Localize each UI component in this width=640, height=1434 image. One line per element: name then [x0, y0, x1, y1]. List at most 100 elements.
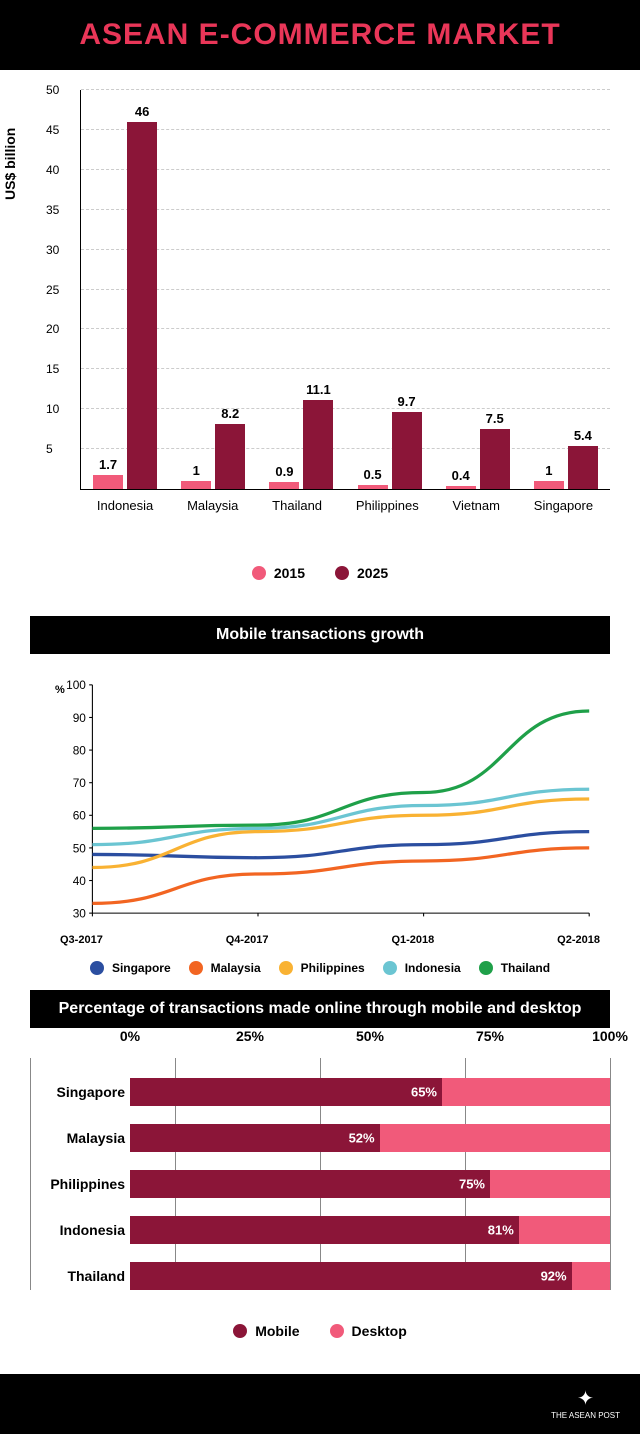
svg-text:70: 70	[73, 776, 87, 790]
svg-text:100: 100	[66, 678, 86, 692]
bar-group: 15.4	[534, 90, 598, 489]
hbar-label: Malaysia	[30, 1130, 125, 1146]
hbar-row: Philippines75%	[130, 1170, 610, 1198]
legend-item: Philippines	[279, 961, 365, 975]
hbar-legend: Mobile Desktop	[30, 1308, 610, 1354]
legend-item: Thailand	[479, 961, 550, 975]
svg-text:60: 60	[73, 809, 87, 823]
line-chart-title: Mobile transactions growth	[30, 616, 610, 654]
page-title: ASEAN E-COMMERCE MARKET	[0, 18, 640, 52]
svg-text:80: 80	[73, 743, 87, 757]
hbar-desktop-fill	[572, 1262, 610, 1290]
hbar-pct-label: 52%	[349, 1131, 375, 1146]
bar: 1	[534, 481, 564, 489]
legend-label: Desktop	[352, 1323, 407, 1339]
line-x-label: Q4-2017	[226, 934, 269, 946]
hbar-row: Thailand92%	[130, 1262, 610, 1290]
hbar-chart-section: 0%25%50%75%100% Singapore65%Malaysia52%P…	[0, 1028, 640, 1374]
footer: ✦ THE ASEAN POST	[0, 1374, 640, 1434]
bar: 11.1	[303, 400, 333, 489]
bar-group: 1.746	[93, 90, 157, 489]
bar-group: 0.9 11.1	[269, 90, 333, 489]
hbar-pct-label: 65%	[411, 1085, 437, 1100]
line-x-label: Q3-2017	[60, 934, 103, 946]
hbar-track: 65%	[130, 1078, 610, 1106]
bar-value-label: 1	[193, 463, 200, 478]
bar-x-labels: IndonesiaMalaysiaThailandPhilippinesViet…	[80, 490, 610, 513]
bar: 46	[127, 122, 157, 489]
hbar-desktop-fill	[442, 1078, 610, 1106]
line-x-label: Q2-2018	[557, 934, 600, 946]
bar: 9.7	[392, 412, 422, 489]
hbar-mobile-fill: 52%	[130, 1124, 380, 1152]
bar-group: 0.5 9.7	[358, 90, 422, 489]
bar-x-label: Thailand	[272, 498, 322, 513]
hbar-label: Thailand	[30, 1268, 125, 1284]
hbar-x-tick: 75%	[476, 1028, 504, 1044]
legend-item: Malaysia	[189, 961, 261, 975]
bar-value-label: 46	[135, 104, 149, 119]
bar-x-label: Singapore	[534, 498, 593, 513]
hbar-pct-label: 75%	[459, 1177, 485, 1192]
legend-dot	[233, 1324, 247, 1338]
legend-item: Indonesia	[383, 961, 461, 975]
bar: 0.4	[446, 486, 476, 489]
bar-value-label: 8.2	[221, 406, 239, 421]
svg-text:40: 40	[73, 874, 87, 888]
line-chart-plot: 30405060708090100	[60, 674, 600, 924]
line-series	[92, 711, 589, 828]
hbar-row: Singapore65%	[130, 1078, 610, 1106]
legend-label: Malaysia	[211, 961, 261, 975]
hbar-desktop-fill	[380, 1124, 610, 1152]
hbar-pct-label: 81%	[488, 1223, 514, 1238]
legend-dot	[279, 961, 293, 975]
bar: 0.5	[358, 485, 388, 489]
bar-value-label: 0.4	[452, 468, 470, 483]
bar: 8.2	[215, 424, 245, 489]
bar-value-label: 0.5	[364, 467, 382, 482]
legend-label: Singapore	[112, 961, 171, 975]
hbar-label: Philippines	[30, 1176, 125, 1192]
bar: 1	[181, 481, 211, 489]
hbar-x-ticks: 0%25%50%75%100%	[130, 1028, 610, 1058]
hbar-desktop-fill	[490, 1170, 610, 1198]
legend-dot	[383, 961, 397, 975]
bar: 5.4	[568, 446, 598, 489]
hbar-track: 81%	[130, 1216, 610, 1244]
bar-value-label: 11.1	[306, 382, 331, 397]
svg-text:30: 30	[73, 906, 87, 920]
hbar-row: Malaysia52%	[130, 1124, 610, 1152]
legend-item: Singapore	[90, 961, 171, 975]
legend-label: Thailand	[501, 961, 550, 975]
hbar-row: Indonesia81%	[130, 1216, 610, 1244]
legend-label: Indonesia	[405, 961, 461, 975]
brand-logo: ✦ THE ASEAN POST	[551, 1387, 620, 1421]
bar-y-axis-label: US$ billion	[2, 128, 18, 200]
legend-dot	[252, 566, 266, 580]
legend-label: 2025	[357, 565, 388, 581]
legend-item: 2015	[252, 565, 305, 581]
hbar-mobile-fill: 81%	[130, 1216, 519, 1244]
legend-item: Mobile	[233, 1323, 299, 1339]
bar-group: 18.2	[181, 90, 245, 489]
line-chart-section: % 30405060708090100 Q3-2017Q4-2017Q1-201…	[0, 674, 640, 990]
bar-x-label: Vietnam	[453, 498, 500, 513]
hbar-label: Indonesia	[30, 1222, 125, 1238]
line-x-labels: Q3-2017Q4-2017Q1-2018Q2-2018	[60, 934, 600, 946]
hbar-track: 75%	[130, 1170, 610, 1198]
svg-text:90: 90	[73, 711, 87, 725]
bar-x-label: Indonesia	[97, 498, 153, 513]
hbar-plot: Singapore65%Malaysia52%Philippines75%Ind…	[30, 1058, 610, 1290]
hbar-chart-title: Percentage of transactions made online t…	[30, 990, 610, 1028]
legend-dot	[90, 961, 104, 975]
bar: 0.9	[269, 482, 299, 489]
line-legend: Singapore Malaysia Philippines Indonesia Tha…	[0, 946, 640, 990]
legend-dot	[335, 566, 349, 580]
bar-group: 0.4 7.5	[446, 90, 510, 489]
bar-value-label: 7.5	[486, 411, 504, 426]
bar-chart-plot: 51015202530354045501.74618.20.911.10.59.…	[80, 90, 610, 490]
hbar-x-tick: 25%	[236, 1028, 264, 1044]
legend-label: Philippines	[301, 961, 365, 975]
legend-item: 2025	[335, 565, 388, 581]
hbar-track: 52%	[130, 1124, 610, 1152]
